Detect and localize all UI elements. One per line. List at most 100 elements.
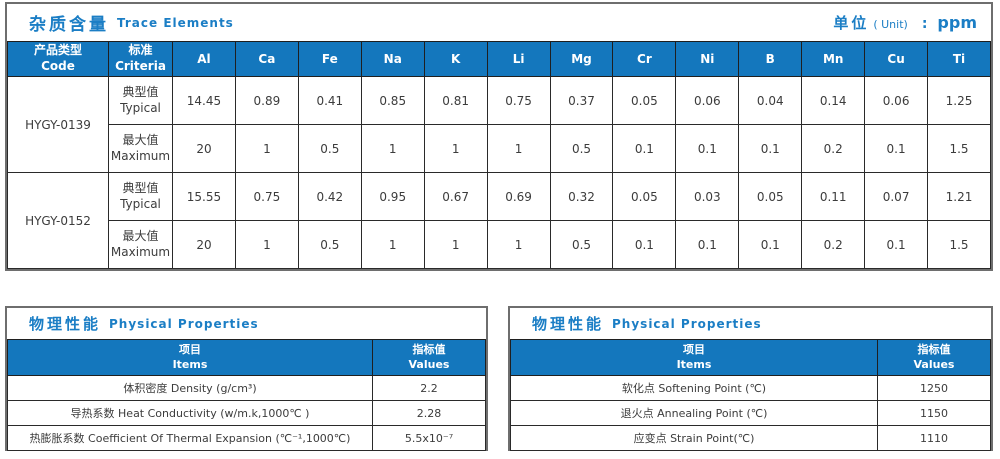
product-code: HYGY-0139 (7, 76, 109, 173)
value-cell: 20 (172, 124, 236, 173)
value-cell: 0.03 (675, 172, 740, 221)
header-element-mg: Mg (549, 41, 614, 77)
value-cell: 1 (486, 220, 551, 269)
value-cell: 1.5 (927, 220, 991, 269)
trace-elements-section: 杂质含量 Trace Elements 单位 ( Unit) : ppm 产品类… (5, 2, 993, 271)
header-element-al: Al (172, 41, 236, 77)
unit-value: ppm (937, 13, 977, 32)
table-row: 导热系数 Heat Conductivity (w/m.k,1000℃ ) 2.… (7, 400, 486, 426)
value-cell: 1.5 (927, 124, 991, 173)
value-cell: 0.14 (801, 76, 866, 125)
value-cell: 20 (172, 220, 236, 269)
header-criteria: 标准 Criteria (108, 41, 173, 77)
criteria-en: Maximum (110, 244, 171, 259)
unit-colon: : (921, 16, 928, 32)
property-item: 体积密度 Density (g/cm³) (7, 375, 373, 401)
property-value: 1250 (877, 375, 991, 401)
criteria-cell: 典型值 Typical (108, 172, 173, 221)
table-row: 最大值 Maximum 20 1 0.5 1 1 1 0.5 0.1 0.1 0… (8, 124, 991, 173)
trace-title-zh: 杂质含量 (29, 15, 109, 35)
physical-properties-left-table: 项目 Items 指标值 Values 体积密度 Density (g/cm³)… (7, 339, 486, 451)
physical-left-title-zh: 物理性能 (29, 315, 102, 333)
value-cell: 0.37 (549, 76, 614, 125)
value-cell: 0.1 (864, 124, 929, 173)
value-cell: 0.05 (612, 76, 677, 125)
criteria-cell: 最大值 Maximum (108, 124, 173, 173)
value-cell: 0.1 (675, 220, 740, 269)
table-row: 体积密度 Density (g/cm³) 2.2 (7, 375, 486, 401)
value-cell: 0.32 (549, 172, 614, 221)
value-cell: 0.5 (549, 124, 614, 173)
value-cell: 0.5 (549, 220, 614, 269)
trace-title-en: Trace Elements (117, 15, 234, 30)
physical-properties-right-table: 项目 Items 指标值 Values 软化点 Softening Point … (510, 339, 991, 451)
value-cell: 0.06 (864, 76, 929, 125)
value-cell: 0.05 (738, 172, 803, 221)
value-cell: 1.25 (927, 76, 991, 125)
value-cell: 1 (234, 124, 299, 173)
header-element-cr: Cr (612, 41, 677, 77)
header-element-li: Li (486, 41, 551, 77)
property-value: 2.2 (372, 375, 486, 401)
header-items-zh: 项目 (179, 342, 201, 356)
value-cell: 0.95 (360, 172, 425, 221)
header-criteria-en: Criteria (115, 59, 166, 73)
criteria-cell: 典型值 Typical (108, 76, 173, 125)
header-element-ni: Ni (675, 41, 740, 77)
value-cell: 0.1 (738, 220, 803, 269)
header-items-zh: 项目 (683, 342, 705, 356)
physical-properties-right-section: 物理性能 Physical Properties 项目 Items 指标值 Va… (508, 306, 993, 451)
criteria-zh: 典型值 (122, 84, 159, 99)
value-cell: 1 (423, 220, 488, 269)
property-value: 1110 (877, 425, 991, 451)
value-cell: 14.45 (172, 76, 236, 125)
value-cell: 0.2 (801, 124, 866, 173)
value-cell: 0.75 (486, 76, 551, 125)
value-cell: 0.1 (864, 220, 929, 269)
table-row: 软化点 Softening Point (℃) 1250 (510, 375, 991, 401)
header-element-b: B (738, 41, 803, 77)
header-values-zh: 指标值 (917, 342, 951, 356)
table-row: 退火点 Annealing Point (℃) 1150 (510, 400, 991, 426)
trace-header-row: 产品类型 Code 标准 Criteria Al Ca Fe Na K Li M… (7, 41, 991, 77)
property-item: 软化点 Softening Point (℃) (510, 375, 878, 401)
property-item: 应变点 Strain Point(℃) (510, 425, 878, 451)
header-element-fe: Fe (297, 41, 362, 77)
value-cell: 1 (360, 124, 425, 173)
property-item: 热膨胀系数 Coefficient Of Thermal Expansion (… (7, 425, 373, 451)
value-cell: 15.55 (172, 172, 236, 221)
header-element-cu: Cu (864, 41, 929, 77)
unit-label-zh: 单位 (833, 14, 870, 32)
value-cell: 0.04 (738, 76, 803, 125)
header-criteria-zh: 标准 (128, 43, 153, 58)
criteria-en: Maximum (110, 148, 171, 163)
value-cell: 0.85 (360, 76, 425, 125)
table-row: HYGY-0139 典型值 Typical 14.45 0.89 0.41 0.… (7, 76, 991, 173)
header-values-en: Values (408, 357, 450, 371)
property-value: 1150 (877, 400, 991, 426)
trace-elements-table: 产品类型 Code 标准 Criteria Al Ca Fe Na K Li M… (7, 41, 991, 269)
value-cell: 1.21 (927, 172, 991, 221)
criteria-en: Typical (120, 196, 161, 211)
value-cell: 0.1 (612, 124, 677, 173)
value-cell: 0.69 (486, 172, 551, 221)
value-cell: 0.89 (234, 76, 299, 125)
header-code: 产品类型 Code (7, 41, 109, 77)
physical-left-header-row: 项目 Items 指标值 Values (7, 339, 486, 376)
physical-left-title-row: 物理性能 Physical Properties (7, 308, 486, 339)
value-cell: 0.5 (297, 124, 362, 173)
value-cell: 0.05 (612, 172, 677, 221)
criteria-zh: 最大值 (122, 132, 159, 147)
table-row: 应变点 Strain Point(℃) 1110 (510, 425, 991, 451)
trace-elements-title-row: 杂质含量 Trace Elements 单位 ( Unit) : ppm (7, 4, 991, 41)
value-cell: 0.1 (738, 124, 803, 173)
physical-left-title-en: Physical Properties (109, 316, 259, 331)
product-code: HYGY-0152 (7, 172, 109, 269)
unit-label: 单位 ( Unit) : ppm (833, 12, 977, 33)
value-cell: 0.1 (612, 220, 677, 269)
header-element-k: K (423, 41, 488, 77)
value-cell: 1 (486, 124, 551, 173)
value-cell: 0.06 (675, 76, 740, 125)
property-item: 导热系数 Heat Conductivity (w/m.k,1000℃ ) (7, 400, 373, 426)
physical-right-title-en: Physical Properties (612, 316, 762, 331)
